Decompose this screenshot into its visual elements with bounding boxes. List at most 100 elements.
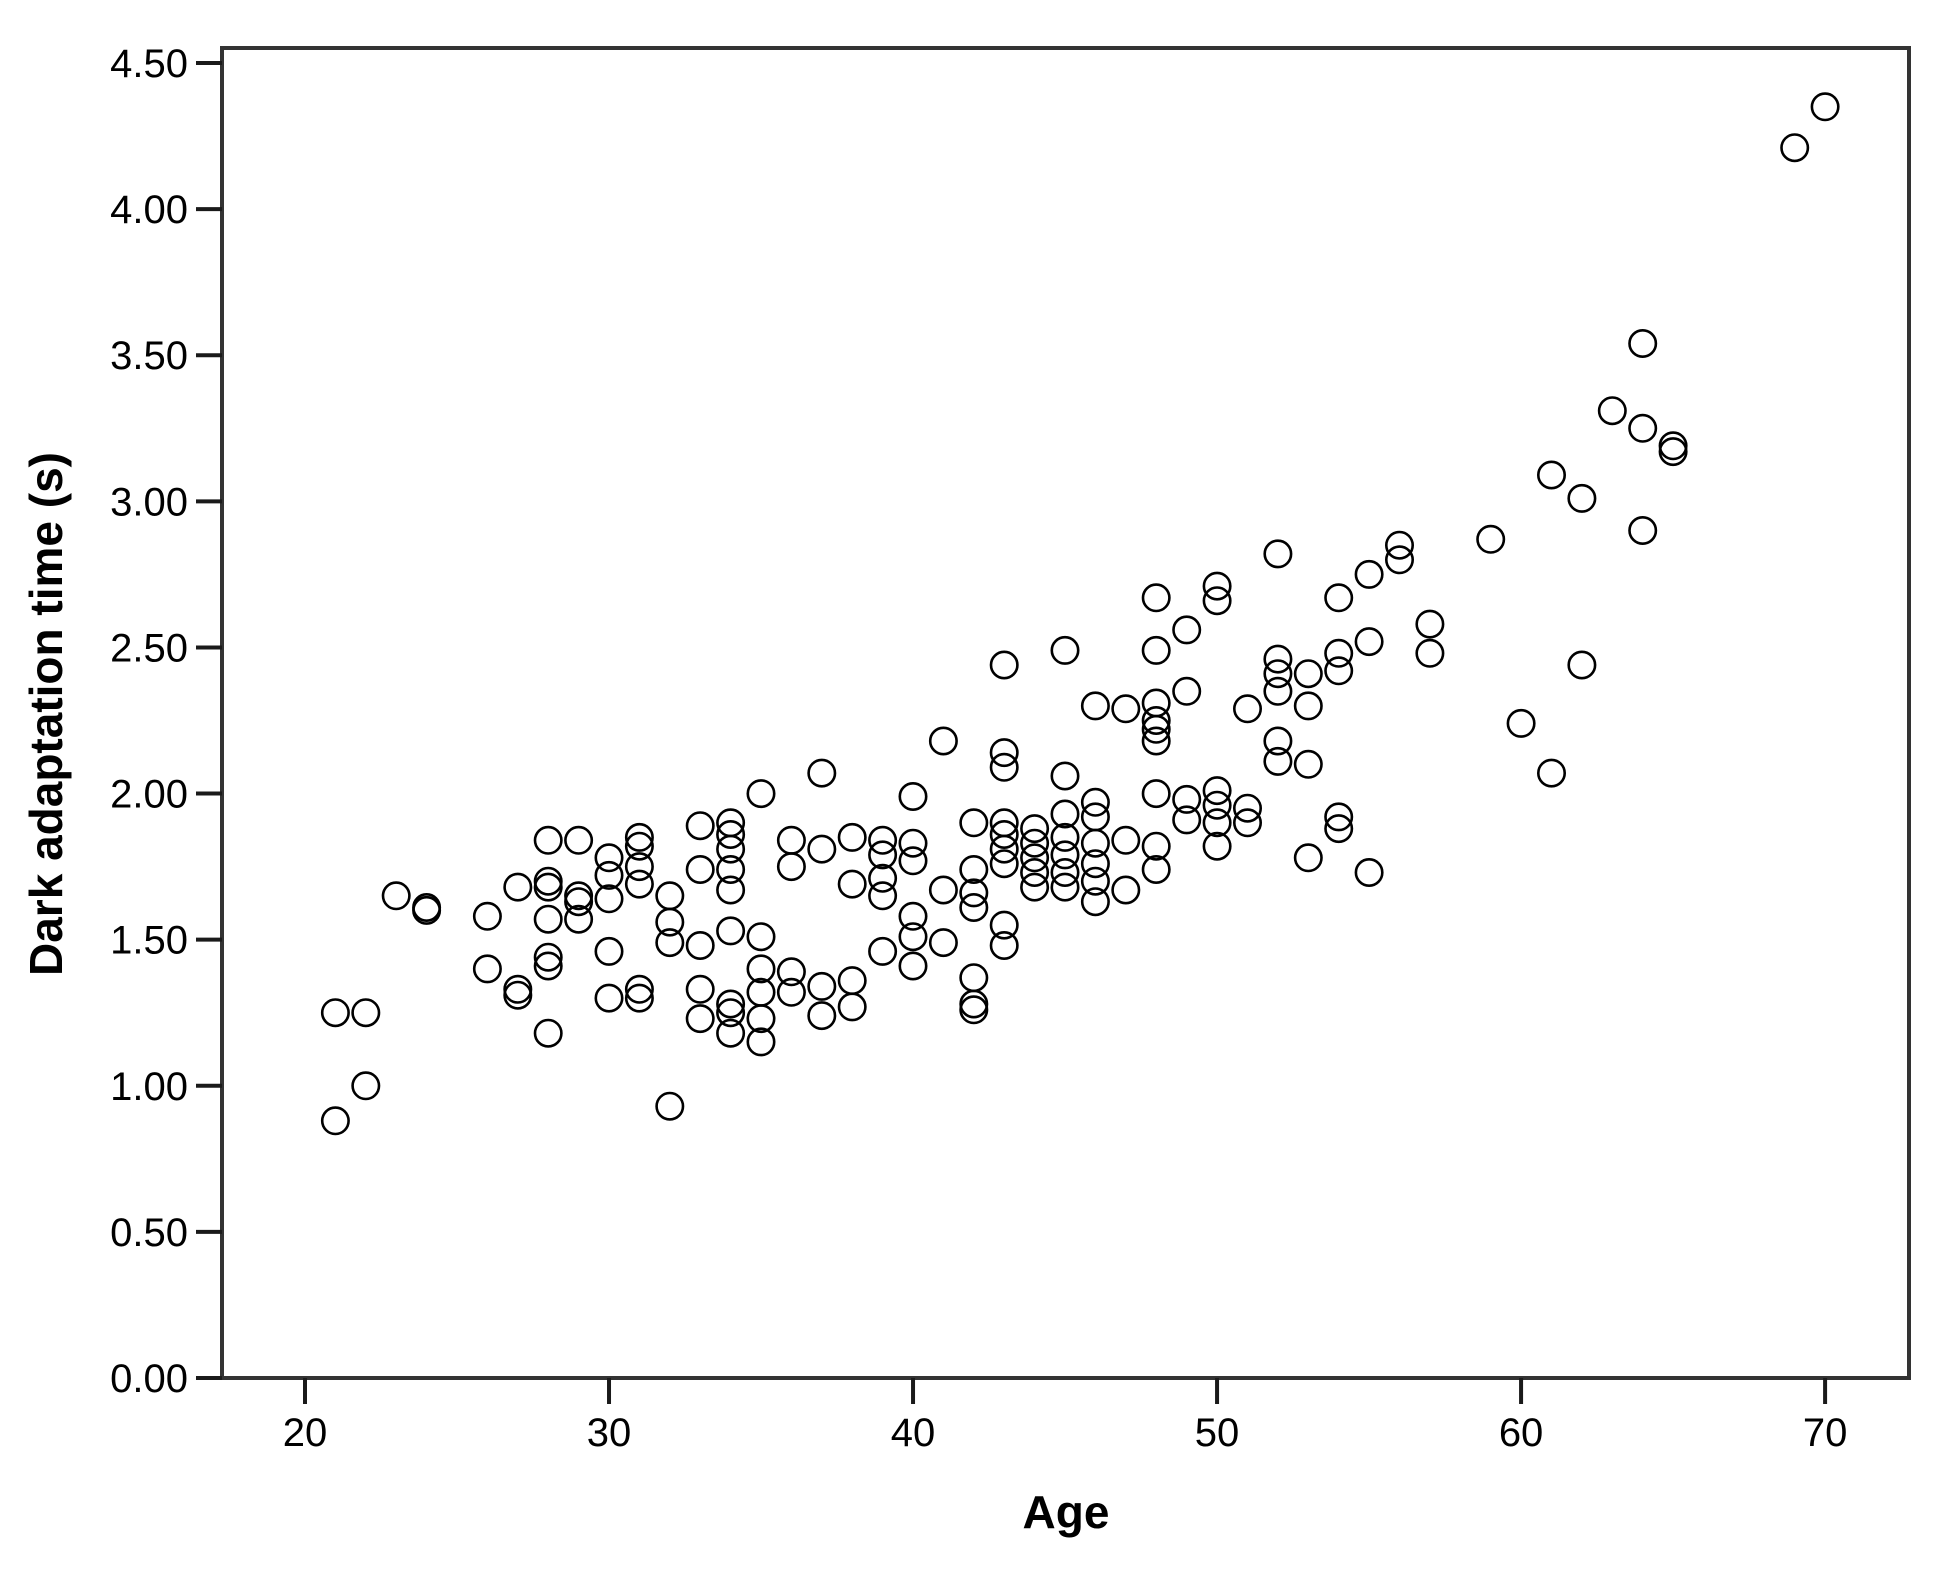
y-tick-label: 4.00 (110, 188, 188, 232)
data-point (624, 831, 654, 861)
x-tick-label: 40 (891, 1411, 936, 1455)
data-point (959, 878, 989, 908)
data-point (533, 951, 563, 981)
data-point (1293, 659, 1323, 689)
y-tick-label: 4.50 (110, 42, 188, 86)
data-point (898, 951, 928, 981)
data-point (1233, 694, 1263, 724)
data-point (1111, 875, 1141, 905)
data-point (1658, 437, 1688, 467)
data-point (928, 928, 958, 958)
data-point (351, 998, 381, 1028)
data-point (1263, 746, 1293, 776)
data-point (716, 916, 746, 946)
data-point (807, 834, 837, 864)
data-point (1263, 726, 1293, 756)
data-point (1050, 761, 1080, 791)
data-point (1597, 396, 1627, 426)
data-point (1202, 808, 1232, 838)
data-point (898, 846, 928, 876)
data-point (1324, 638, 1354, 668)
data-point (1050, 799, 1080, 829)
data-point (1080, 849, 1110, 879)
data-point (533, 825, 563, 855)
data-point (868, 863, 898, 893)
data-point (807, 1001, 837, 1031)
data-point (533, 872, 563, 902)
data-point (1293, 691, 1323, 721)
data-point (989, 930, 1019, 960)
data-point (1415, 638, 1445, 668)
data-point (1020, 872, 1050, 902)
data-point (1020, 814, 1050, 844)
data-point (746, 1004, 776, 1034)
data-point (959, 854, 989, 884)
data-point (1324, 814, 1354, 844)
data-point (1141, 583, 1171, 613)
data-point (746, 779, 776, 809)
y-tick-label: 1.00 (110, 1065, 188, 1109)
data-point (989, 808, 1019, 838)
data-point (685, 974, 715, 1004)
data-point (1050, 840, 1080, 870)
x-axis-title: Age (1022, 1486, 1110, 1538)
data-point (776, 977, 806, 1007)
data-point (1080, 887, 1110, 917)
data-point (1080, 802, 1110, 832)
data-point (594, 843, 624, 873)
data-point (1080, 691, 1110, 721)
data-point (1537, 758, 1567, 788)
data-point (685, 1004, 715, 1034)
data-point (928, 875, 958, 905)
data-point (1628, 328, 1658, 358)
data-point (989, 834, 1019, 864)
data-point (807, 758, 837, 788)
data-point (685, 854, 715, 884)
data-point (1172, 615, 1202, 645)
data-point (716, 854, 746, 884)
data-point (1202, 571, 1232, 601)
data-point (624, 974, 654, 1004)
data-point (1111, 825, 1141, 855)
data-point (533, 866, 563, 896)
data-point (1385, 545, 1415, 575)
data-point (837, 992, 867, 1022)
data-point (1080, 787, 1110, 817)
y-tick-label: 1.50 (110, 919, 188, 963)
data-point (1141, 726, 1171, 756)
data-point (776, 957, 806, 987)
data-point (1567, 483, 1597, 513)
data-point (1415, 609, 1445, 639)
data-point (594, 936, 624, 966)
data-point (1050, 822, 1080, 852)
data-point (1172, 805, 1202, 835)
data-point (746, 1027, 776, 1057)
data-point (807, 971, 837, 1001)
data-point (1080, 866, 1110, 896)
data-point (1263, 539, 1293, 569)
data-point (1202, 831, 1232, 861)
data-point (655, 907, 685, 937)
data-point (959, 989, 989, 1019)
data-point (837, 869, 867, 899)
data-point (1141, 714, 1171, 744)
data-point (898, 828, 928, 858)
data-point (716, 998, 746, 1028)
data-point (472, 954, 502, 984)
data-point (1628, 515, 1658, 545)
data-point (655, 881, 685, 911)
data-point (1658, 431, 1688, 461)
data-point (1810, 92, 1840, 122)
x-tick-label: 30 (587, 1411, 632, 1455)
data-point (1050, 857, 1080, 887)
data-point (1780, 133, 1810, 163)
data-point (624, 852, 654, 882)
data-point (1141, 854, 1171, 884)
data-point (1354, 627, 1384, 657)
data-point (1172, 676, 1202, 706)
data-point (1628, 413, 1658, 443)
data-point (898, 922, 928, 952)
data-point (1202, 586, 1232, 616)
